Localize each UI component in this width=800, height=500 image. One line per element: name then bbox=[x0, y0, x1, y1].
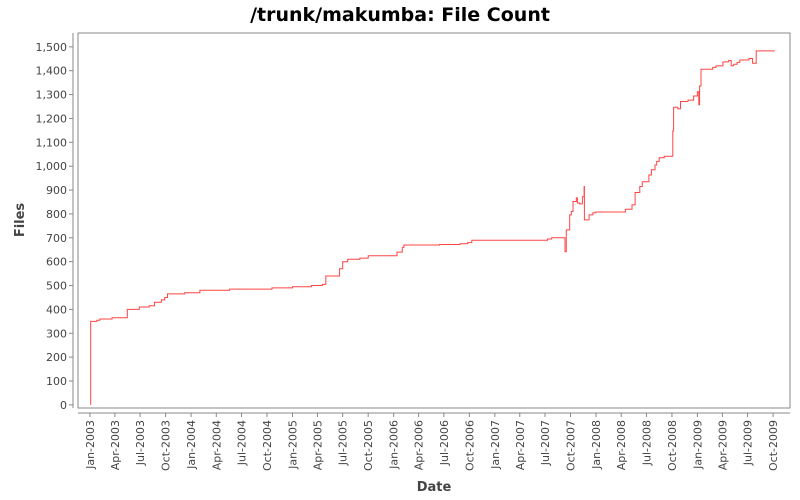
y-tick-label: 0 bbox=[60, 399, 67, 412]
y-tick-label: 1,500 bbox=[36, 41, 68, 54]
y-tick-label: 800 bbox=[46, 208, 67, 221]
y-tick-label: 500 bbox=[46, 280, 67, 293]
x-tick-label: Oct-2008 bbox=[666, 420, 679, 471]
x-tick-label: Apr-2004 bbox=[210, 420, 223, 470]
x-tick-label: Jul-2004 bbox=[236, 420, 249, 466]
x-tick-label: Jan-2004 bbox=[185, 420, 198, 470]
x-tick-label: Apr-2006 bbox=[413, 420, 426, 470]
x-tick-label: Oct-2004 bbox=[261, 420, 274, 471]
y-tick-label: 1,000 bbox=[36, 160, 68, 173]
y-tick-label: 1,200 bbox=[36, 112, 68, 125]
x-tick-label: Apr-2003 bbox=[109, 420, 122, 470]
x-tick-label: Oct-2003 bbox=[160, 420, 173, 471]
y-axis-label: Files bbox=[13, 203, 28, 238]
x-tick-label: Jan-2005 bbox=[287, 420, 300, 470]
x-tick-label: Jan-2006 bbox=[388, 420, 401, 470]
x-tick-label: Jan-2009 bbox=[691, 420, 704, 470]
y-tick-label: 200 bbox=[46, 351, 67, 364]
x-tick-label: Apr-2009 bbox=[716, 420, 729, 470]
x-tick-label: Jul-2006 bbox=[438, 420, 451, 466]
y-tick-label: 1,300 bbox=[36, 89, 68, 102]
plot-area bbox=[77, 32, 791, 409]
y-tick-label: 900 bbox=[46, 184, 67, 197]
x-tick-label: Jul-2003 bbox=[134, 420, 147, 466]
y-tick-label: 100 bbox=[46, 375, 67, 388]
x-tick-label: Jul-2009 bbox=[742, 420, 755, 466]
y-tick-label: 700 bbox=[46, 232, 67, 245]
x-tick-label: Apr-2005 bbox=[311, 420, 324, 470]
y-tick-label: 1,100 bbox=[36, 136, 68, 149]
x-tick-label: Apr-2007 bbox=[514, 420, 527, 470]
x-tick-label: Oct-2006 bbox=[463, 420, 476, 471]
file-count-line bbox=[90, 50, 775, 405]
x-tick-label: Apr-2008 bbox=[615, 420, 628, 470]
x-tick-label: Jan-2007 bbox=[489, 420, 502, 470]
y-tick-label: 400 bbox=[46, 303, 67, 316]
x-tick-label: Oct-2005 bbox=[362, 420, 375, 471]
y-axis: 0 100 200 300 400 500 600 700 800 900 1,000 1,100 1,… bbox=[36, 33, 74, 412]
x-axis-label: Date bbox=[417, 480, 452, 495]
x-tick-label: Oct-2007 bbox=[564, 420, 577, 471]
x-tick-label: Jan-2003 bbox=[84, 420, 97, 470]
x-tick-label: Jan-2008 bbox=[590, 420, 603, 470]
chart-title: /trunk/makumba: File Count bbox=[250, 4, 550, 26]
y-tick-label: 600 bbox=[46, 256, 67, 269]
x-tick-label: Jul-2005 bbox=[337, 420, 350, 466]
y-tick-label: 1,400 bbox=[36, 65, 68, 78]
x-tick-label: Oct-2009 bbox=[767, 420, 780, 471]
x-tick-label: Jul-2008 bbox=[640, 420, 653, 466]
x-axis: Jan-2003 Apr-2003 Jul-2003 Oct-2003 Jan-2004… bbox=[78, 412, 790, 471]
y-tick-label: 300 bbox=[46, 327, 67, 340]
x-tick-label: Jul-2007 bbox=[539, 420, 552, 466]
